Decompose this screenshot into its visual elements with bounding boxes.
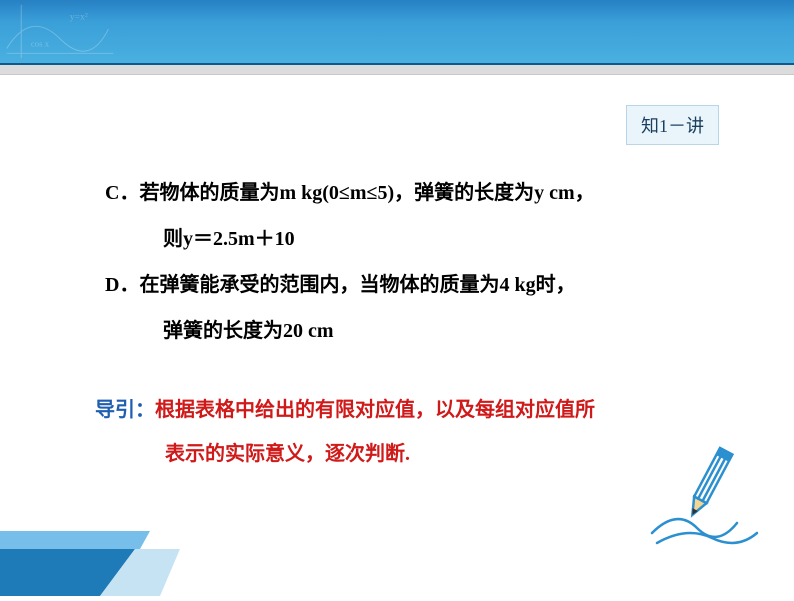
option-d-text1: 在弹簧能承受的范围内，当物体的质量为4 kg时， <box>139 274 575 296</box>
option-c-text1: 若物体的质量为m kg(0≤m≤5)，弹簧的长度为y cm， <box>139 182 594 204</box>
guide-text1: 根据表格中给出的有限对应值，以及每组对应值所 <box>155 399 595 421</box>
section-badge: 知1－讲 <box>626 105 719 145</box>
guide-text2: 表示的实际意义，逐次判断. <box>165 443 410 465</box>
section-badge-text: 知1－讲 <box>641 116 704 136</box>
slide-header: y=x² cos x <box>0 0 794 65</box>
corner-decoration <box>0 521 180 596</box>
svg-text:cos x: cos x <box>31 39 50 49</box>
header-subbar <box>0 65 794 75</box>
question-options: C．若物体的质量为m kg(0≤m≤5)，弹簧的长度为y cm， 则y＝2.5m… <box>105 170 714 354</box>
option-c-line2: 则y＝2.5m＋10 <box>105 216 714 262</box>
option-c-label: C． <box>105 182 139 204</box>
guide-label: 导引： <box>95 399 155 421</box>
option-d-line1: D．在弹簧能承受的范围内，当物体的质量为4 kg时， <box>105 262 714 308</box>
guide-line1: 导引：根据表格中给出的有限对应值，以及每组对应值所 <box>95 388 714 432</box>
pencil-icon <box>642 438 772 558</box>
option-d-line2: 弹簧的长度为20 cm <box>105 308 714 354</box>
svg-text:y=x²: y=x² <box>70 11 88 22</box>
guide-line2: 表示的实际意义，逐次判断. <box>95 432 714 476</box>
header-math-decoration: y=x² cos x <box>0 0 120 63</box>
option-c-line1: C．若物体的质量为m kg(0≤m≤5)，弹簧的长度为y cm， <box>105 170 714 216</box>
guide-section: 导引：根据表格中给出的有限对应值，以及每组对应值所 表示的实际意义，逐次判断. <box>95 388 714 476</box>
option-d-label: D． <box>105 274 139 296</box>
